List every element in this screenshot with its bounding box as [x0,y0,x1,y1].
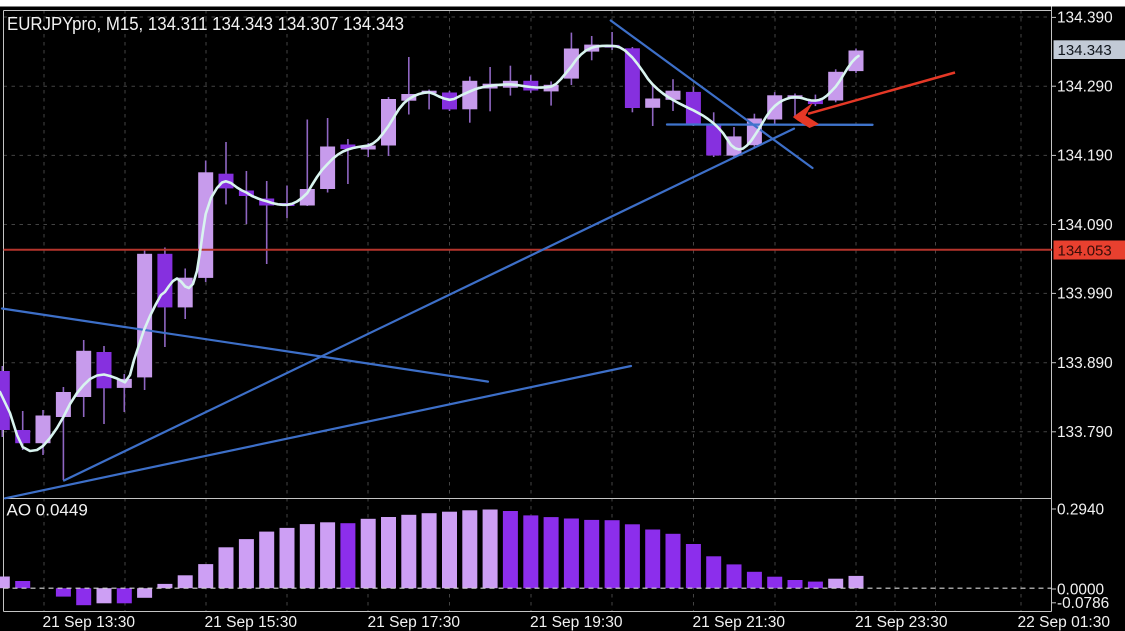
svg-text:21 Sep 21:30: 21 Sep 21:30 [693,614,786,631]
svg-text:21 Sep 23:30: 21 Sep 23:30 [855,614,948,631]
svg-text:0.0000: 0.0000 [1057,581,1104,598]
svg-text:134.090: 134.090 [1057,217,1113,234]
svg-text:134.343: 134.343 [1058,42,1112,59]
svg-text:EURJPYpro, M15, 134.311 134.34: EURJPYpro, M15, 134.311 134.343 134.307 … [7,14,404,34]
svg-text:21 Sep 13:30: 21 Sep 13:30 [43,614,136,631]
svg-text:133.990: 133.990 [1057,286,1113,303]
svg-text:21 Sep 15:30: 21 Sep 15:30 [205,614,298,631]
svg-text:0.2940: 0.2940 [1057,501,1104,518]
svg-text:133.790: 133.790 [1057,424,1113,441]
svg-text:21 Sep 17:30: 21 Sep 17:30 [368,614,461,631]
svg-text:AO 0.0449: AO 0.0449 [7,501,88,520]
svg-text:133.890: 133.890 [1057,355,1113,372]
svg-text:134.390: 134.390 [1057,10,1113,27]
svg-text:134.290: 134.290 [1057,79,1113,96]
svg-text:134.190: 134.190 [1057,148,1113,165]
svg-text:22 Sep 01:30: 22 Sep 01:30 [1018,614,1111,631]
svg-text:134.053: 134.053 [1058,242,1112,259]
svg-text:-0.0786: -0.0786 [1057,595,1109,612]
svg-text:21 Sep 19:30: 21 Sep 19:30 [530,614,623,631]
